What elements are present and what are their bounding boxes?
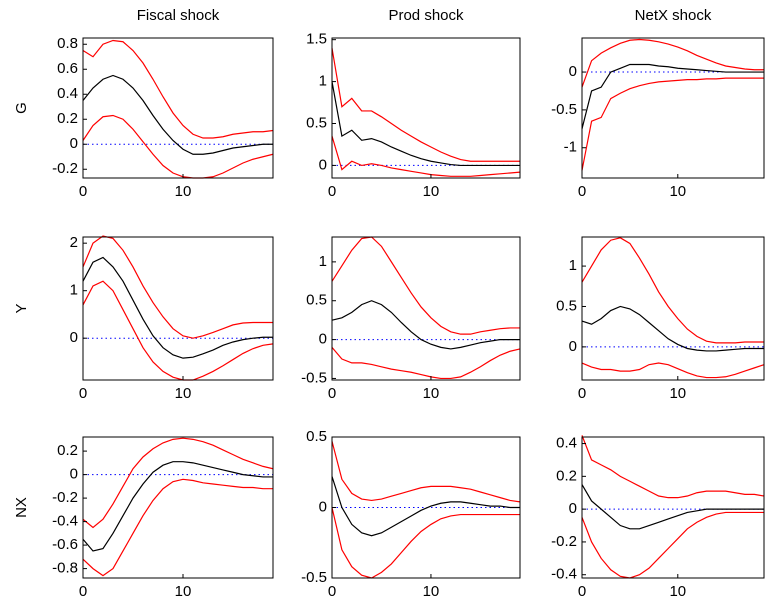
y-tick-label: 0.5 [306, 428, 327, 445]
series-line [581, 362, 765, 379]
y-tick-label: 0.8 [57, 35, 78, 52]
y-tick-label: -1 [564, 139, 577, 156]
series-line [82, 39, 274, 139]
series-line [82, 478, 273, 577]
x-tick-label: 10 [423, 385, 440, 402]
y-tick-label: 0.6 [57, 60, 78, 77]
y-axis-label: Y [13, 303, 30, 313]
x-tick-label: 10 [175, 583, 192, 600]
x-tick-label: 10 [669, 385, 686, 402]
y-tick-label: 1 [569, 257, 577, 274]
y-tick-label: 0.5 [306, 114, 327, 131]
series-line [581, 38, 764, 88]
y-tick-label: -0.5 [301, 569, 327, 586]
series-line [331, 135, 521, 177]
y-tick-label: -0.5 [301, 369, 327, 386]
series-line [581, 237, 764, 344]
series-line [82, 461, 273, 552]
x-tick-label: 0 [328, 385, 336, 402]
x-tick-label: 0 [79, 583, 87, 600]
y-tick-label: 0 [70, 135, 78, 152]
x-tick-label: 0 [79, 183, 87, 200]
x-tick-label: 0 [79, 385, 87, 402]
series-line [82, 114, 274, 179]
series-line [331, 81, 520, 167]
y-tick-label: 0.5 [556, 297, 577, 314]
plot-frame [82, 37, 274, 179]
y-tick-label: 0 [70, 329, 78, 346]
y-tick-label: -0.6 [52, 536, 78, 553]
series-line [331, 441, 521, 503]
x-tick-label: 0 [578, 183, 586, 200]
y-axis-label: NX [13, 497, 30, 518]
y-tick-label: -0.2 [52, 160, 78, 177]
chart-title: Fiscal shock [137, 7, 220, 24]
y-tick-label: 0 [569, 63, 577, 80]
y-tick-label: 0.5 [306, 292, 327, 309]
series-line [581, 435, 765, 499]
y-tick-label: 1 [319, 73, 327, 90]
series-line [82, 235, 273, 339]
y-tick-label: 0.2 [556, 467, 577, 484]
x-tick-label: 0 [578, 385, 586, 402]
series-line [581, 305, 764, 352]
y-tick-label: 1.5 [306, 31, 327, 48]
y-tick-label: 0 [70, 466, 78, 483]
chart-title: Prod shock [388, 7, 464, 24]
series-line [581, 511, 764, 579]
series-line [581, 63, 764, 129]
y-tick-label: 0 [319, 331, 327, 348]
y-tick-label: -0.2 [551, 533, 577, 550]
x-tick-label: 10 [423, 583, 440, 600]
plot-frame [581, 37, 765, 179]
y-tick-label: 0 [319, 498, 327, 515]
plot-frame [581, 436, 765, 579]
y-tick-label: 0 [319, 156, 327, 173]
y-tick-label: 0.4 [57, 85, 78, 102]
y-axis-label: G [13, 102, 30, 114]
y-tick-label: -0.5 [551, 101, 577, 118]
series-line [331, 346, 521, 380]
series-line [331, 47, 520, 162]
series-line [82, 74, 273, 155]
x-tick-label: 10 [175, 183, 192, 200]
chart-title: NetX shock [635, 7, 712, 24]
series-line [331, 300, 520, 350]
series-line [581, 484, 764, 530]
series-line [331, 476, 520, 537]
plot-frame [82, 236, 274, 381]
y-tick-label: 0 [569, 338, 577, 355]
y-tick-label: -0.2 [52, 489, 78, 506]
y-tick-label: -0.4 [52, 513, 78, 530]
series-line [581, 77, 764, 171]
series-line [331, 236, 520, 335]
y-tick-label: 1 [70, 282, 78, 299]
y-tick-label: 1 [319, 253, 327, 270]
x-tick-label: 10 [423, 183, 440, 200]
x-tick-label: 10 [669, 183, 686, 200]
x-tick-label: 10 [669, 583, 686, 600]
series-line [82, 437, 274, 529]
y-tick-label: 0.2 [57, 442, 78, 459]
y-tick-label: 2 [70, 234, 78, 251]
plot-frame [82, 436, 274, 579]
y-tick-label: 0.2 [57, 110, 78, 127]
x-tick-label: 0 [328, 583, 336, 600]
x-tick-label: 0 [578, 583, 586, 600]
y-tick-label: -0.8 [52, 560, 78, 577]
y-tick-label: 0 [569, 500, 577, 517]
plot-frame [331, 236, 521, 381]
plot-frame [331, 37, 521, 179]
y-tick-label: 0.4 [556, 435, 577, 452]
series-line [331, 507, 520, 579]
series-line [82, 256, 273, 359]
x-tick-label: 10 [175, 385, 192, 402]
y-tick-label: -0.4 [551, 566, 577, 583]
series-line [82, 280, 274, 381]
x-tick-label: 0 [328, 183, 336, 200]
plot-frame [581, 236, 765, 381]
